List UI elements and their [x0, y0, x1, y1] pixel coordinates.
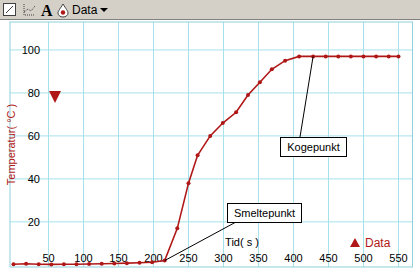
x-grid-line — [398, 22, 399, 267]
series-point — [221, 121, 225, 125]
x-tick-label: 350 — [249, 252, 267, 264]
data-menu-label[interactable]: Data — [72, 3, 98, 17]
grid-button[interactable] — [24, 4, 35, 15]
series-point — [349, 54, 353, 58]
x-tick-label: 300 — [214, 252, 232, 264]
font-button[interactable]: A — [41, 2, 53, 19]
series-point — [324, 54, 328, 58]
x-tick-label: 150 — [109, 252, 127, 264]
zoom-icon-arrow — [6, 6, 13, 13]
plot-frame — [10, 22, 413, 267]
x-tick-label: 50 — [42, 252, 54, 264]
y-grid-line — [10, 221, 413, 222]
series-point — [362, 54, 366, 58]
x-grid-line — [223, 22, 224, 267]
series-point — [187, 181, 191, 185]
chart: AData50100150200250300350400450500550204… — [0, 0, 420, 275]
series-point — [258, 80, 262, 84]
x-grid-line — [118, 22, 119, 267]
series-point — [270, 67, 274, 71]
annotation-text: Smeltepunkt — [234, 207, 295, 219]
series-point — [49, 262, 53, 266]
x-tick-label: 550 — [389, 252, 407, 264]
y-tick-label: 100 — [22, 44, 40, 56]
data-menu[interactable]: Data — [58, 3, 108, 17]
series-group — [12, 54, 401, 266]
x-tick-label: 500 — [354, 252, 372, 264]
zoom-icon — [4, 4, 16, 16]
y-tick-label: 40 — [28, 173, 40, 185]
y-grid-line — [10, 92, 413, 93]
series-point — [196, 153, 200, 157]
series-point — [397, 54, 401, 58]
axis-series-icon — [49, 91, 61, 103]
x-grid-line — [48, 22, 49, 267]
menu-arrow — [100, 8, 108, 12]
series-point — [150, 260, 154, 264]
series-point — [208, 134, 212, 138]
zoom-button[interactable] — [4, 4, 16, 16]
y-axis-label: Temperatur( °C ) — [5, 104, 17, 185]
annotation-pointer — [165, 222, 236, 261]
series-point — [24, 262, 28, 266]
y-grid-line — [10, 49, 413, 50]
grid-icon — [24, 4, 35, 15]
x-grid-line — [258, 22, 259, 267]
series-point — [100, 262, 104, 266]
data-icon — [58, 4, 68, 17]
series-point — [37, 262, 41, 266]
series-point — [75, 262, 79, 266]
series-point — [175, 226, 179, 230]
y-tick-label: 80 — [28, 87, 40, 99]
y-tick-label: 60 — [28, 130, 40, 142]
x-tick-label: 450 — [319, 252, 337, 264]
data-icon-dot — [61, 10, 65, 14]
x-grid-line — [153, 22, 154, 267]
series-line — [14, 56, 399, 264]
y-tick-label: 20 — [28, 216, 40, 228]
series-point — [387, 54, 391, 58]
series-point — [12, 262, 16, 266]
x-tick-label: 250 — [179, 252, 197, 264]
series-point — [297, 54, 301, 58]
annotation-box — [228, 204, 302, 223]
x-grid-line — [363, 22, 364, 267]
x-axis-label: Tid( s ) — [225, 236, 259, 248]
toolbar — [0, 0, 420, 19]
legend-marker — [350, 238, 360, 247]
series-point — [283, 59, 287, 63]
x-grid-line — [188, 22, 189, 267]
series-point — [246, 93, 250, 97]
series-point — [87, 262, 91, 266]
series-point — [112, 262, 116, 266]
x-tick-label: 400 — [284, 252, 302, 264]
annotation-box — [281, 138, 347, 157]
series-point — [336, 54, 340, 58]
series-point — [62, 262, 66, 266]
series-point — [374, 54, 378, 58]
series-point — [125, 261, 129, 265]
annotation-text: Kogepunkt — [287, 141, 340, 153]
toolbar-border — [0, 19, 420, 20]
legend-label: Data — [365, 236, 391, 250]
y-grid-line — [10, 178, 413, 179]
series-point — [234, 110, 238, 114]
plot-area — [10, 22, 413, 267]
annotation-pointer — [300, 56, 313, 137]
series-point — [138, 261, 142, 265]
x-grid-line — [83, 22, 84, 267]
